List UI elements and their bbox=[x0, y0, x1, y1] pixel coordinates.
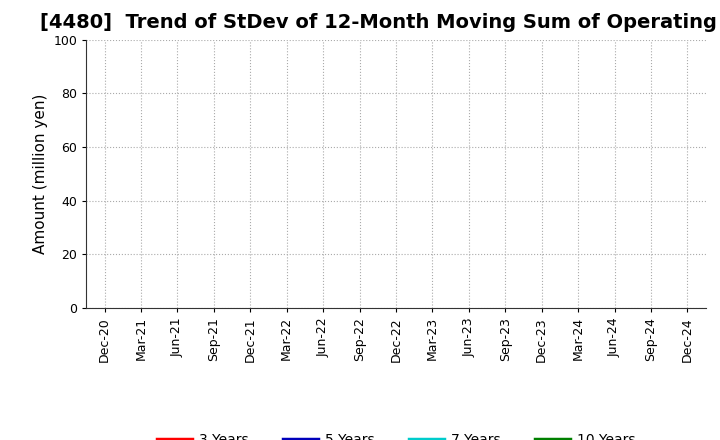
Legend: 3 Years, 5 Years, 7 Years, 10 Years: 3 Years, 5 Years, 7 Years, 10 Years bbox=[151, 428, 641, 440]
Y-axis label: Amount (million yen): Amount (million yen) bbox=[33, 94, 48, 254]
Title: [4480]  Trend of StDev of 12-Month Moving Sum of Operating CF: [4480] Trend of StDev of 12-Month Moving… bbox=[40, 14, 720, 33]
